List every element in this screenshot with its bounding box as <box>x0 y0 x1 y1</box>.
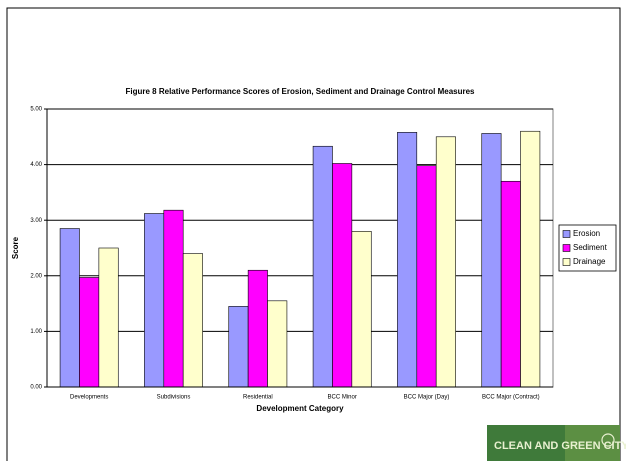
legend-label: Sediment <box>573 243 608 252</box>
x-tick-label: Subdivisions <box>157 395 191 401</box>
bar <box>247 269 268 388</box>
y-axis-label: Score <box>11 236 20 259</box>
bar <box>163 209 184 388</box>
bar <box>182 253 203 388</box>
bar <box>500 180 521 388</box>
y-tick-label: 4.00 <box>30 162 42 168</box>
plot-area <box>46 108 554 388</box>
y-tick-label: 1.00 <box>30 329 42 335</box>
bar <box>351 231 372 388</box>
y-tick-label: 3.00 <box>30 218 42 224</box>
y-tick-label: 5.00 <box>30 107 42 113</box>
x-tick-label: BCC Minor <box>327 395 356 401</box>
y-tick-label: 2.00 <box>30 273 42 279</box>
bar <box>332 163 353 388</box>
legend-swatch <box>562 230 571 238</box>
bar <box>312 145 333 388</box>
bar <box>520 130 541 388</box>
chart-title: Figure 8 Relative Performance Scores of … <box>126 87 476 96</box>
banner-shade <box>565 425 620 461</box>
bar <box>98 247 119 388</box>
x-tick-label: BCC Major (Day) <box>404 395 450 401</box>
legend-swatch <box>562 244 571 252</box>
bar <box>144 213 165 388</box>
bar <box>397 132 418 388</box>
legend-swatch <box>562 258 571 266</box>
x-tick-label: Residential <box>243 395 273 401</box>
x-tick-label: Developments <box>70 395 108 401</box>
legend-label: Erosion <box>573 229 600 238</box>
bar <box>59 228 80 388</box>
x-tick-label: BCC Major (Contract) <box>482 395 540 401</box>
bar <box>267 300 288 388</box>
bar <box>435 136 456 388</box>
bar <box>416 165 437 388</box>
banner-logo <box>601 433 615 447</box>
bar <box>228 306 249 388</box>
banner: CLEAN AND GREEN CITY <box>487 425 626 461</box>
x-axis-label: Development Category <box>256 404 344 413</box>
banner-text: CLEAN AND GREEN CITY <box>494 440 626 452</box>
legend-label: Drainage <box>573 257 606 266</box>
y-tick-label: 0.00 <box>30 385 42 391</box>
bar <box>79 277 100 388</box>
bar <box>481 133 502 388</box>
